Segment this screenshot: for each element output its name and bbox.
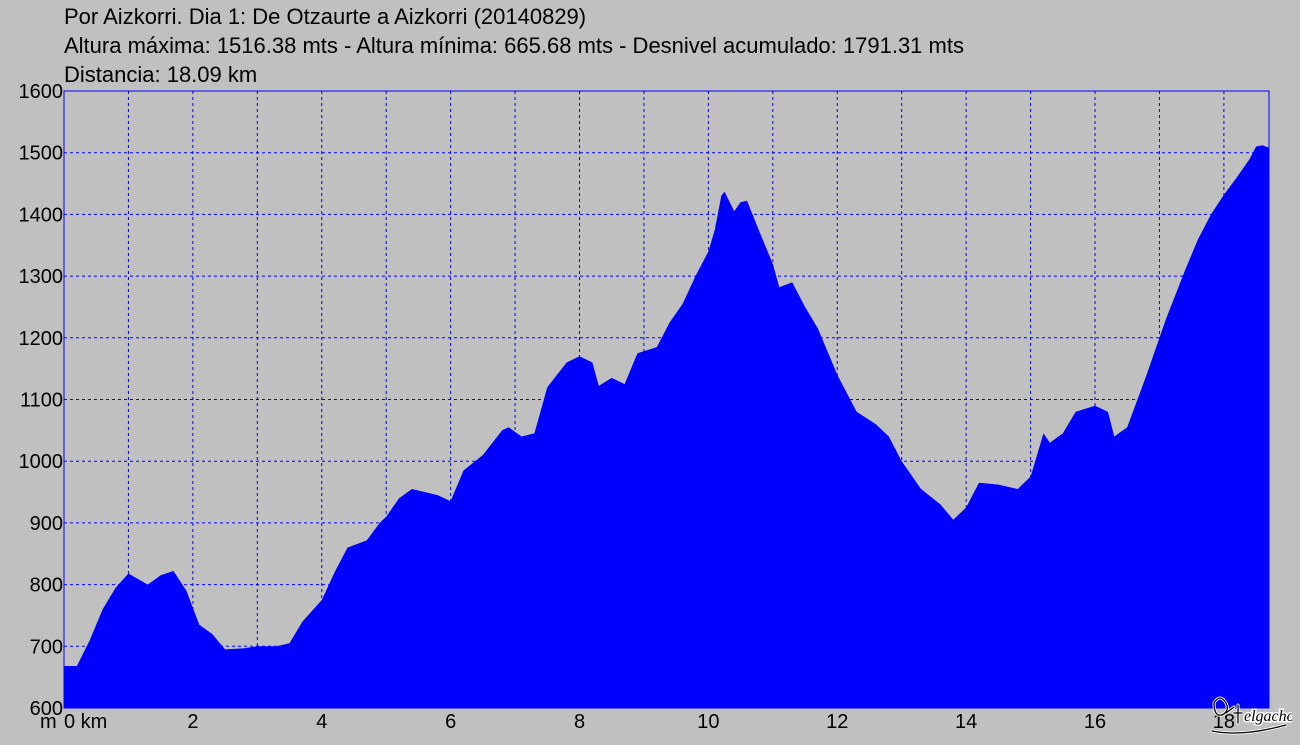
y-tick-label: 600 [30, 698, 63, 720]
y-unit-label: m [40, 711, 57, 733]
y-tick-label: 700 [30, 636, 63, 658]
svg-text:elgacho: elgacho [1244, 708, 1292, 725]
y-tick-label: 1500 [19, 143, 64, 165]
x-tick-label: 4 [316, 711, 327, 733]
y-tick-label: 900 [30, 513, 63, 535]
y-axis-ticks: 600 700 800 900 1000 1100 1200 1300 1400 1500 1600 [19, 81, 64, 720]
x-tick-label: 0 km [64, 711, 107, 733]
y-tick-label: 1600 [19, 81, 64, 103]
x-tick-label: 2 [187, 711, 198, 733]
x-axis-ticks: 0 km 2 4 6 8 10 12 14 16 18 [64, 711, 1235, 733]
chart-header: Por Aizkorri. Dia 1: De Otzaurte a Aizko… [64, 2, 964, 89]
watermark-logo: elgacho [1210, 696, 1292, 735]
x-tick-label: 16 [1084, 711, 1106, 733]
x-tick-label: 6 [445, 711, 456, 733]
y-tick-label: 1200 [19, 328, 64, 350]
x-tick-label: 8 [574, 711, 585, 733]
y-tick-label: 1000 [19, 451, 64, 473]
x-tick-label: 10 [697, 711, 719, 733]
chart-distance: Distancia: 18.09 km [64, 62, 258, 87]
chart-title: Por Aizkorri. Dia 1: De Otzaurte a Aizko… [64, 4, 587, 29]
y-tick-label: 1300 [19, 266, 64, 288]
x-tick-label: 12 [826, 711, 848, 733]
y-tick-label: 1400 [19, 204, 64, 226]
x-tick-label: 14 [955, 711, 977, 733]
chart-stats: Altura máxima: 1516.38 mts - Altura míni… [64, 33, 964, 58]
elevation-area [64, 145, 1269, 709]
y-tick-label: 1100 [20, 390, 63, 412]
y-tick-label: 800 [30, 575, 63, 597]
plot-border [63, 90, 1270, 709]
